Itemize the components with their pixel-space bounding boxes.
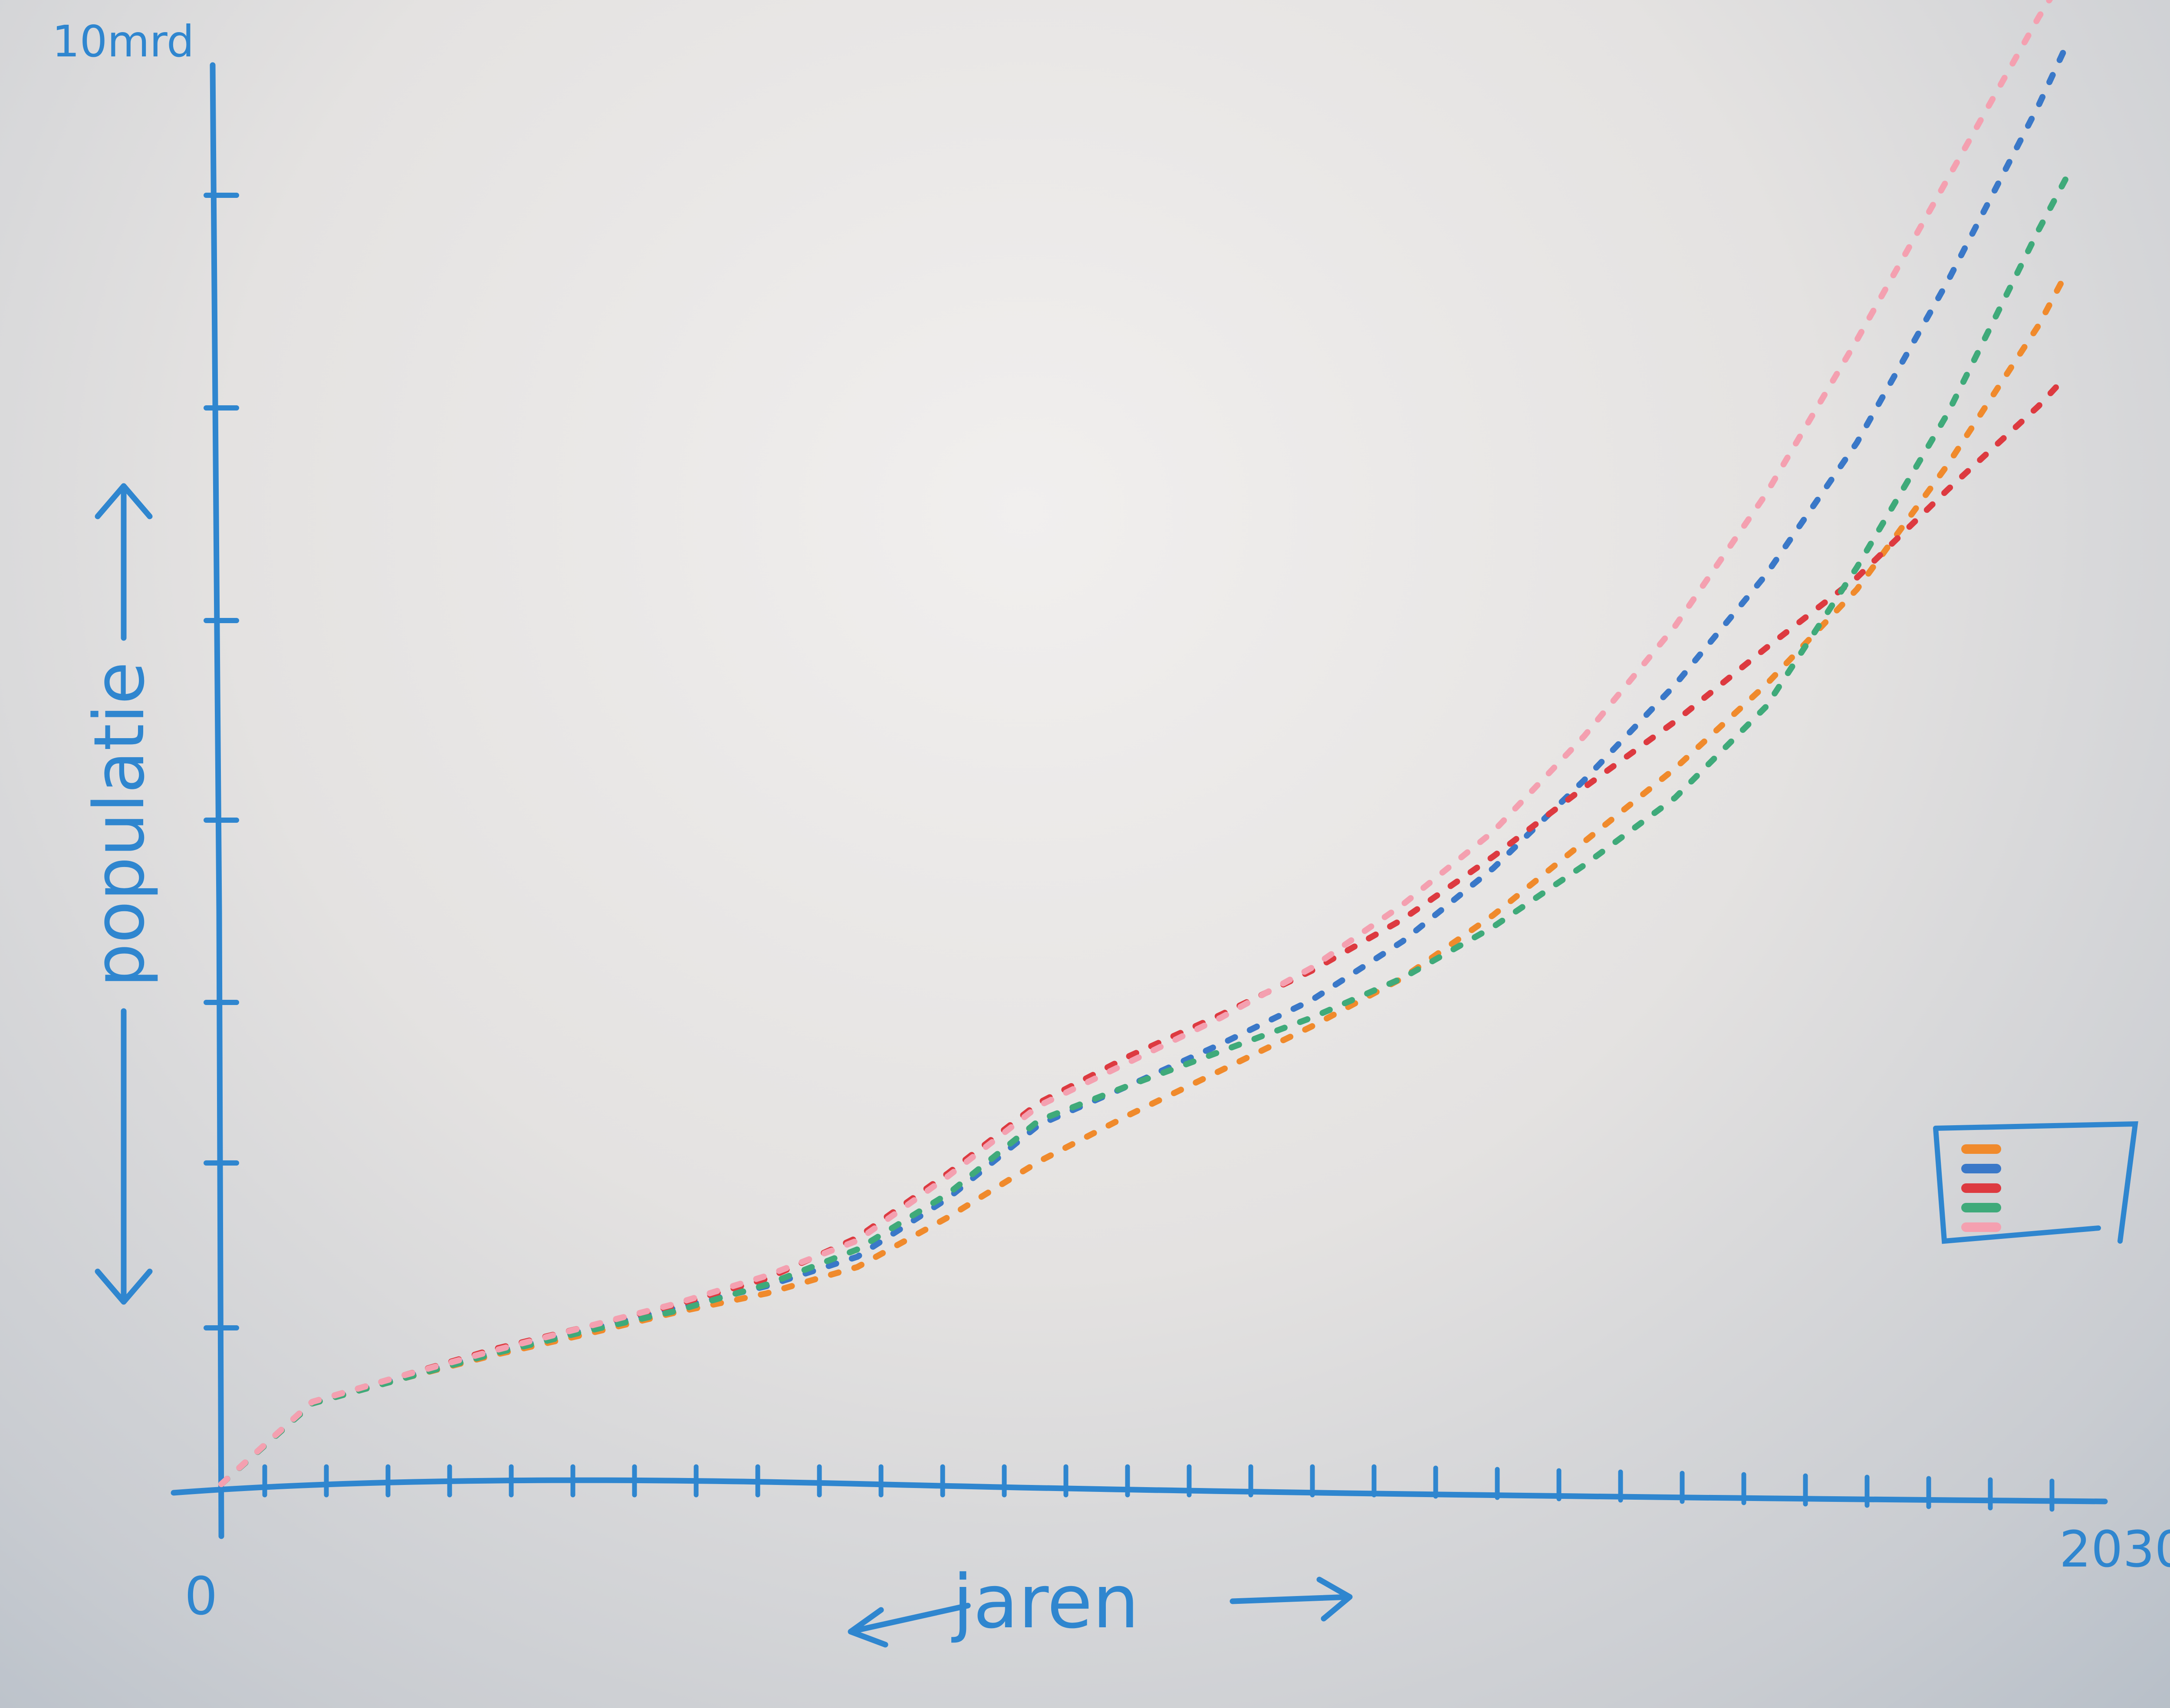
y-axis-ticks — [204, 193, 239, 1330]
series-layer — [218, 0, 2069, 1487]
x-axis-title: jaren — [951, 1559, 1139, 1645]
y-axis-arrow-up — [95, 483, 153, 641]
series-line-3 — [218, 175, 2069, 1487]
series-line-1 — [218, 43, 2069, 1487]
series-line-2 — [218, 374, 2069, 1487]
legend — [1933, 1121, 2138, 1244]
x-tick-label-start: 0 — [184, 1567, 217, 1627]
x-axis — [171, 1477, 2108, 1504]
y-axis-arrow-down — [95, 1008, 153, 1305]
x-axis-arrow-right — [1230, 1577, 1353, 1622]
x-axis-ticks — [262, 1464, 2055, 1512]
y-axis-title: populatie — [79, 662, 160, 988]
x-axis-arrow-left — [848, 1603, 971, 1648]
y-axis-title-group: populatie — [79, 483, 160, 1305]
series-line-4 — [218, 0, 2053, 1487]
y-axis — [210, 62, 224, 1539]
axes — [171, 62, 2108, 1539]
legend-swatches — [1961, 1144, 2001, 1232]
y-tick-label-top: 10mrd — [52, 16, 194, 67]
series-line-0 — [218, 271, 2069, 1487]
legend-box — [1933, 1121, 2138, 1244]
x-tick-label-end: 2030 — [2059, 1521, 2170, 1579]
